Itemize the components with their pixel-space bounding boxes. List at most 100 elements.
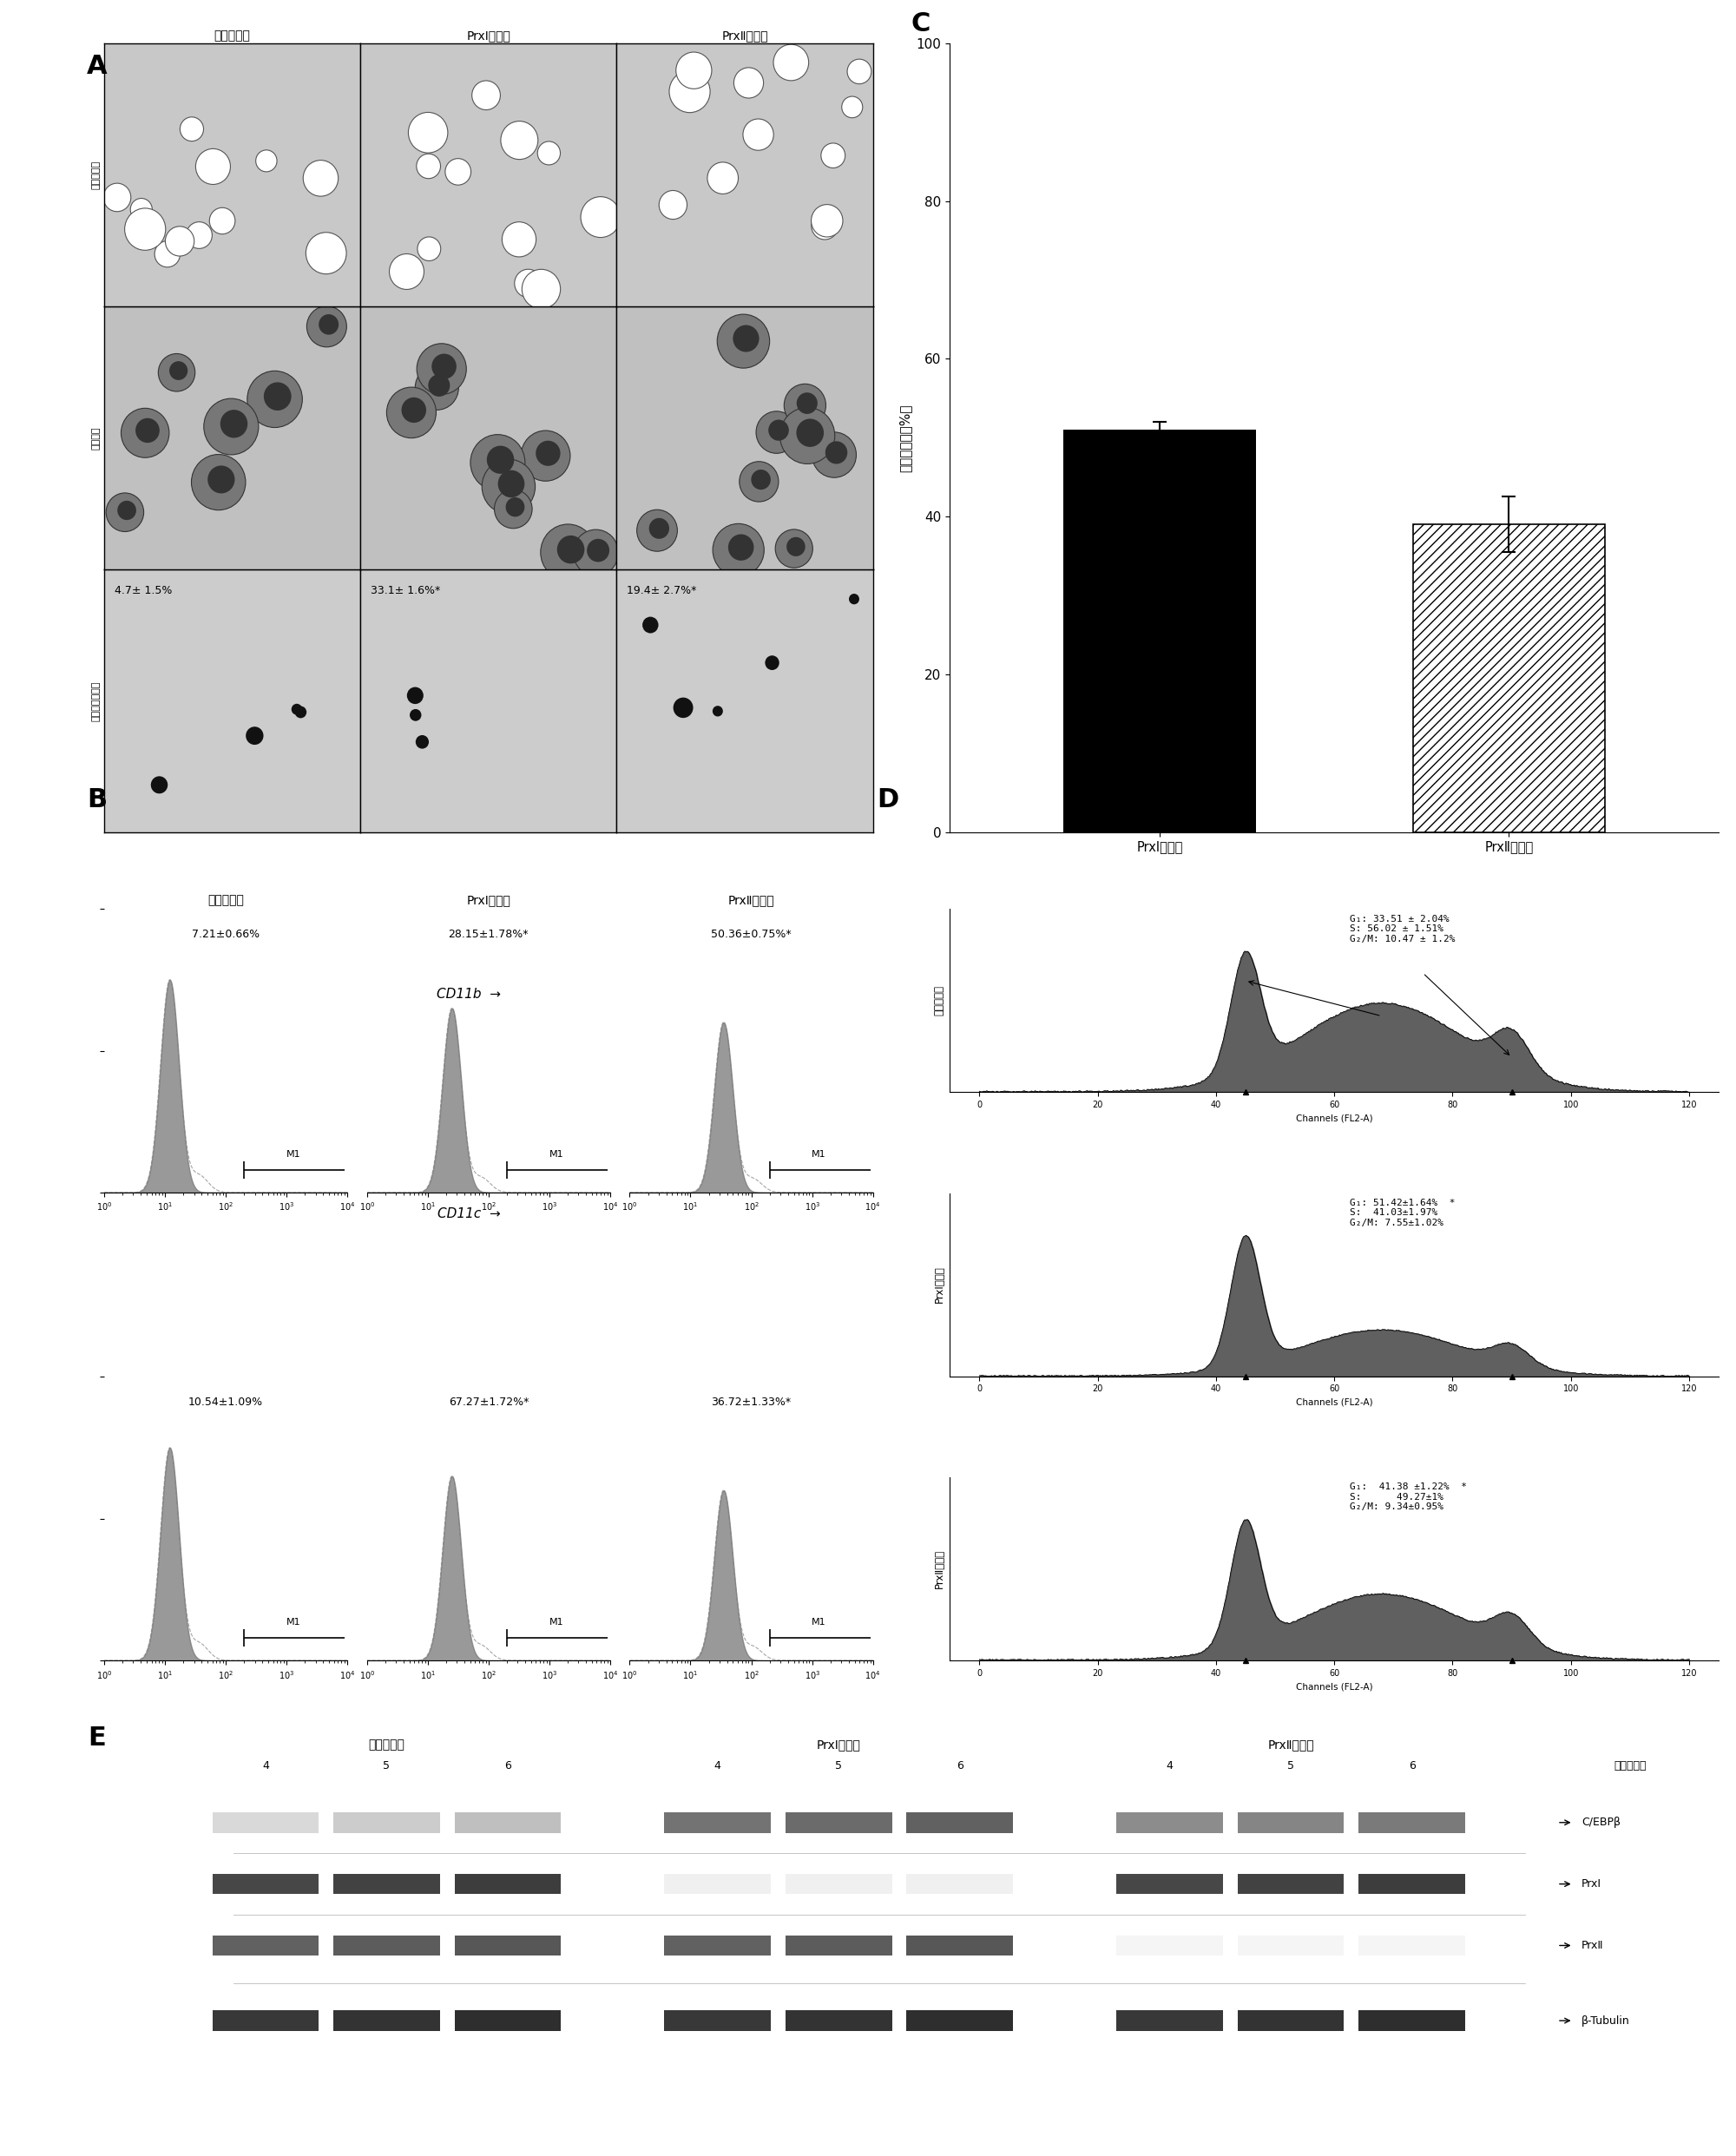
Y-axis label: 相差显微镜: 相差显微镜 — [92, 160, 101, 190]
Circle shape — [766, 655, 779, 671]
Circle shape — [498, 470, 524, 498]
Circle shape — [587, 539, 609, 563]
Circle shape — [118, 500, 135, 520]
Circle shape — [674, 699, 693, 718]
Circle shape — [811, 205, 842, 237]
Y-axis label: PrxⅠ敖除组: PrxⅠ敖除组 — [934, 1266, 944, 1302]
Circle shape — [668, 71, 710, 112]
Circle shape — [752, 470, 771, 489]
Bar — [906, 1936, 1014, 1955]
Circle shape — [505, 498, 524, 517]
Bar — [1116, 2009, 1222, 2031]
Text: M1: M1 — [812, 1149, 826, 1158]
Circle shape — [264, 382, 292, 410]
Bar — [665, 1874, 771, 1895]
Circle shape — [740, 461, 778, 502]
Circle shape — [642, 617, 658, 634]
Circle shape — [776, 530, 812, 567]
Text: 5: 5 — [835, 1759, 842, 1772]
Circle shape — [538, 142, 561, 164]
Circle shape — [495, 489, 533, 528]
Text: G₁: 51.42±1.64%  *
S:  41.03±1.97%
G₂/M: 7.55±1.02%: G₁: 51.42±1.64% * S: 41.03±1.97% G₂/M: 7… — [1349, 1199, 1455, 1227]
Text: 33.1± 1.6%*: 33.1± 1.6%* — [372, 584, 441, 597]
Circle shape — [734, 67, 764, 97]
Circle shape — [208, 466, 234, 494]
Circle shape — [104, 183, 130, 211]
Text: 4: 4 — [713, 1759, 720, 1772]
Circle shape — [196, 149, 231, 185]
Title: 无关敖除组: 无关敖除组 — [208, 895, 245, 908]
Circle shape — [130, 198, 153, 220]
Circle shape — [769, 420, 788, 440]
Circle shape — [637, 509, 677, 552]
Circle shape — [849, 593, 859, 604]
Bar — [212, 1813, 319, 1833]
Text: M1: M1 — [549, 1149, 564, 1158]
Circle shape — [186, 222, 212, 248]
Circle shape — [220, 410, 248, 438]
Circle shape — [406, 688, 424, 705]
Text: β-Tubulin: β-Tubulin — [1581, 2016, 1630, 2027]
Circle shape — [306, 233, 347, 274]
Circle shape — [649, 517, 670, 539]
Circle shape — [155, 241, 181, 267]
Circle shape — [255, 151, 278, 172]
Text: M1: M1 — [286, 1149, 300, 1158]
Circle shape — [521, 431, 569, 481]
Text: B: B — [87, 787, 108, 813]
Circle shape — [712, 705, 722, 716]
Bar — [333, 1936, 439, 1955]
Circle shape — [292, 703, 302, 716]
Circle shape — [151, 776, 168, 793]
Bar — [1064, 429, 1255, 832]
Text: C: C — [911, 11, 930, 37]
Bar — [906, 1874, 1014, 1895]
X-axis label: Channels (FL2-A): Channels (FL2-A) — [1295, 1399, 1373, 1408]
Y-axis label: 碲酸四氮蓝试验: 碲酸四氮蓝试验 — [92, 681, 101, 720]
Bar — [785, 1936, 892, 1955]
Title: PrxⅡ敖除组: PrxⅡ敖除组 — [727, 895, 774, 908]
Bar — [665, 1813, 771, 1833]
Bar — [212, 1874, 319, 1895]
Text: 4.7± 1.5%: 4.7± 1.5% — [115, 584, 172, 597]
Text: 4: 4 — [262, 1759, 269, 1772]
Bar — [455, 2009, 561, 2031]
Title: PrxⅡ敖除组: PrxⅡ敖除组 — [722, 30, 767, 43]
Circle shape — [203, 399, 259, 455]
Bar — [785, 1874, 892, 1895]
Circle shape — [717, 315, 769, 369]
Bar — [1359, 1936, 1465, 1955]
Circle shape — [786, 537, 806, 556]
X-axis label: Channels (FL2-A): Channels (FL2-A) — [1295, 1115, 1373, 1123]
Text: PrxⅠ敖除组: PrxⅠ敖除组 — [816, 1738, 861, 1751]
Bar — [665, 1936, 771, 1955]
Bar — [906, 2009, 1014, 2031]
Bar — [785, 1813, 892, 1833]
Text: 无关敖除组: 无关敖除组 — [368, 1738, 404, 1751]
Bar — [1359, 1874, 1465, 1895]
Circle shape — [387, 388, 436, 438]
Text: 36.72±1.33%*: 36.72±1.33%* — [712, 1397, 792, 1408]
Text: CD11b  →: CD11b → — [437, 987, 500, 1000]
Circle shape — [707, 162, 738, 194]
Circle shape — [429, 375, 450, 397]
Circle shape — [165, 226, 194, 257]
Bar — [1359, 2009, 1465, 2031]
Text: C/EBPβ: C/EBPβ — [1581, 1818, 1620, 1828]
Circle shape — [483, 459, 535, 513]
Text: 10.54±1.09%: 10.54±1.09% — [189, 1397, 264, 1408]
Circle shape — [401, 397, 427, 423]
Circle shape — [247, 727, 264, 744]
Circle shape — [135, 418, 160, 442]
Circle shape — [797, 392, 818, 414]
Circle shape — [417, 237, 441, 261]
Circle shape — [500, 121, 538, 160]
Text: PrxⅡ敖除组: PrxⅡ敖除组 — [1267, 1738, 1314, 1751]
Bar — [1359, 1813, 1465, 1833]
Text: 6: 6 — [957, 1759, 963, 1772]
Text: 28.15±1.78%*: 28.15±1.78%* — [448, 929, 529, 940]
Circle shape — [304, 160, 339, 196]
Bar — [1238, 1874, 1344, 1895]
Bar — [333, 1813, 439, 1833]
Circle shape — [470, 436, 524, 492]
